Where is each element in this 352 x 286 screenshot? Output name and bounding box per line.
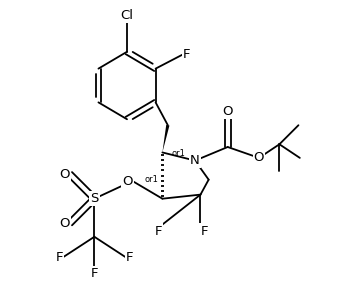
Text: F: F [56, 251, 63, 264]
Text: F: F [183, 48, 190, 61]
Polygon shape [162, 125, 169, 152]
Text: O: O [59, 168, 70, 181]
Text: F: F [155, 225, 162, 238]
Text: O: O [59, 217, 70, 230]
Text: F: F [201, 225, 208, 238]
Text: or1: or1 [145, 175, 159, 184]
Text: S: S [90, 192, 99, 205]
Text: or1: or1 [172, 149, 186, 158]
Text: O: O [254, 151, 264, 164]
Text: F: F [126, 251, 133, 264]
Text: N: N [190, 154, 200, 167]
Text: O: O [122, 174, 132, 188]
Text: Cl: Cl [120, 9, 133, 22]
Text: F: F [90, 267, 98, 280]
Text: O: O [222, 106, 233, 118]
